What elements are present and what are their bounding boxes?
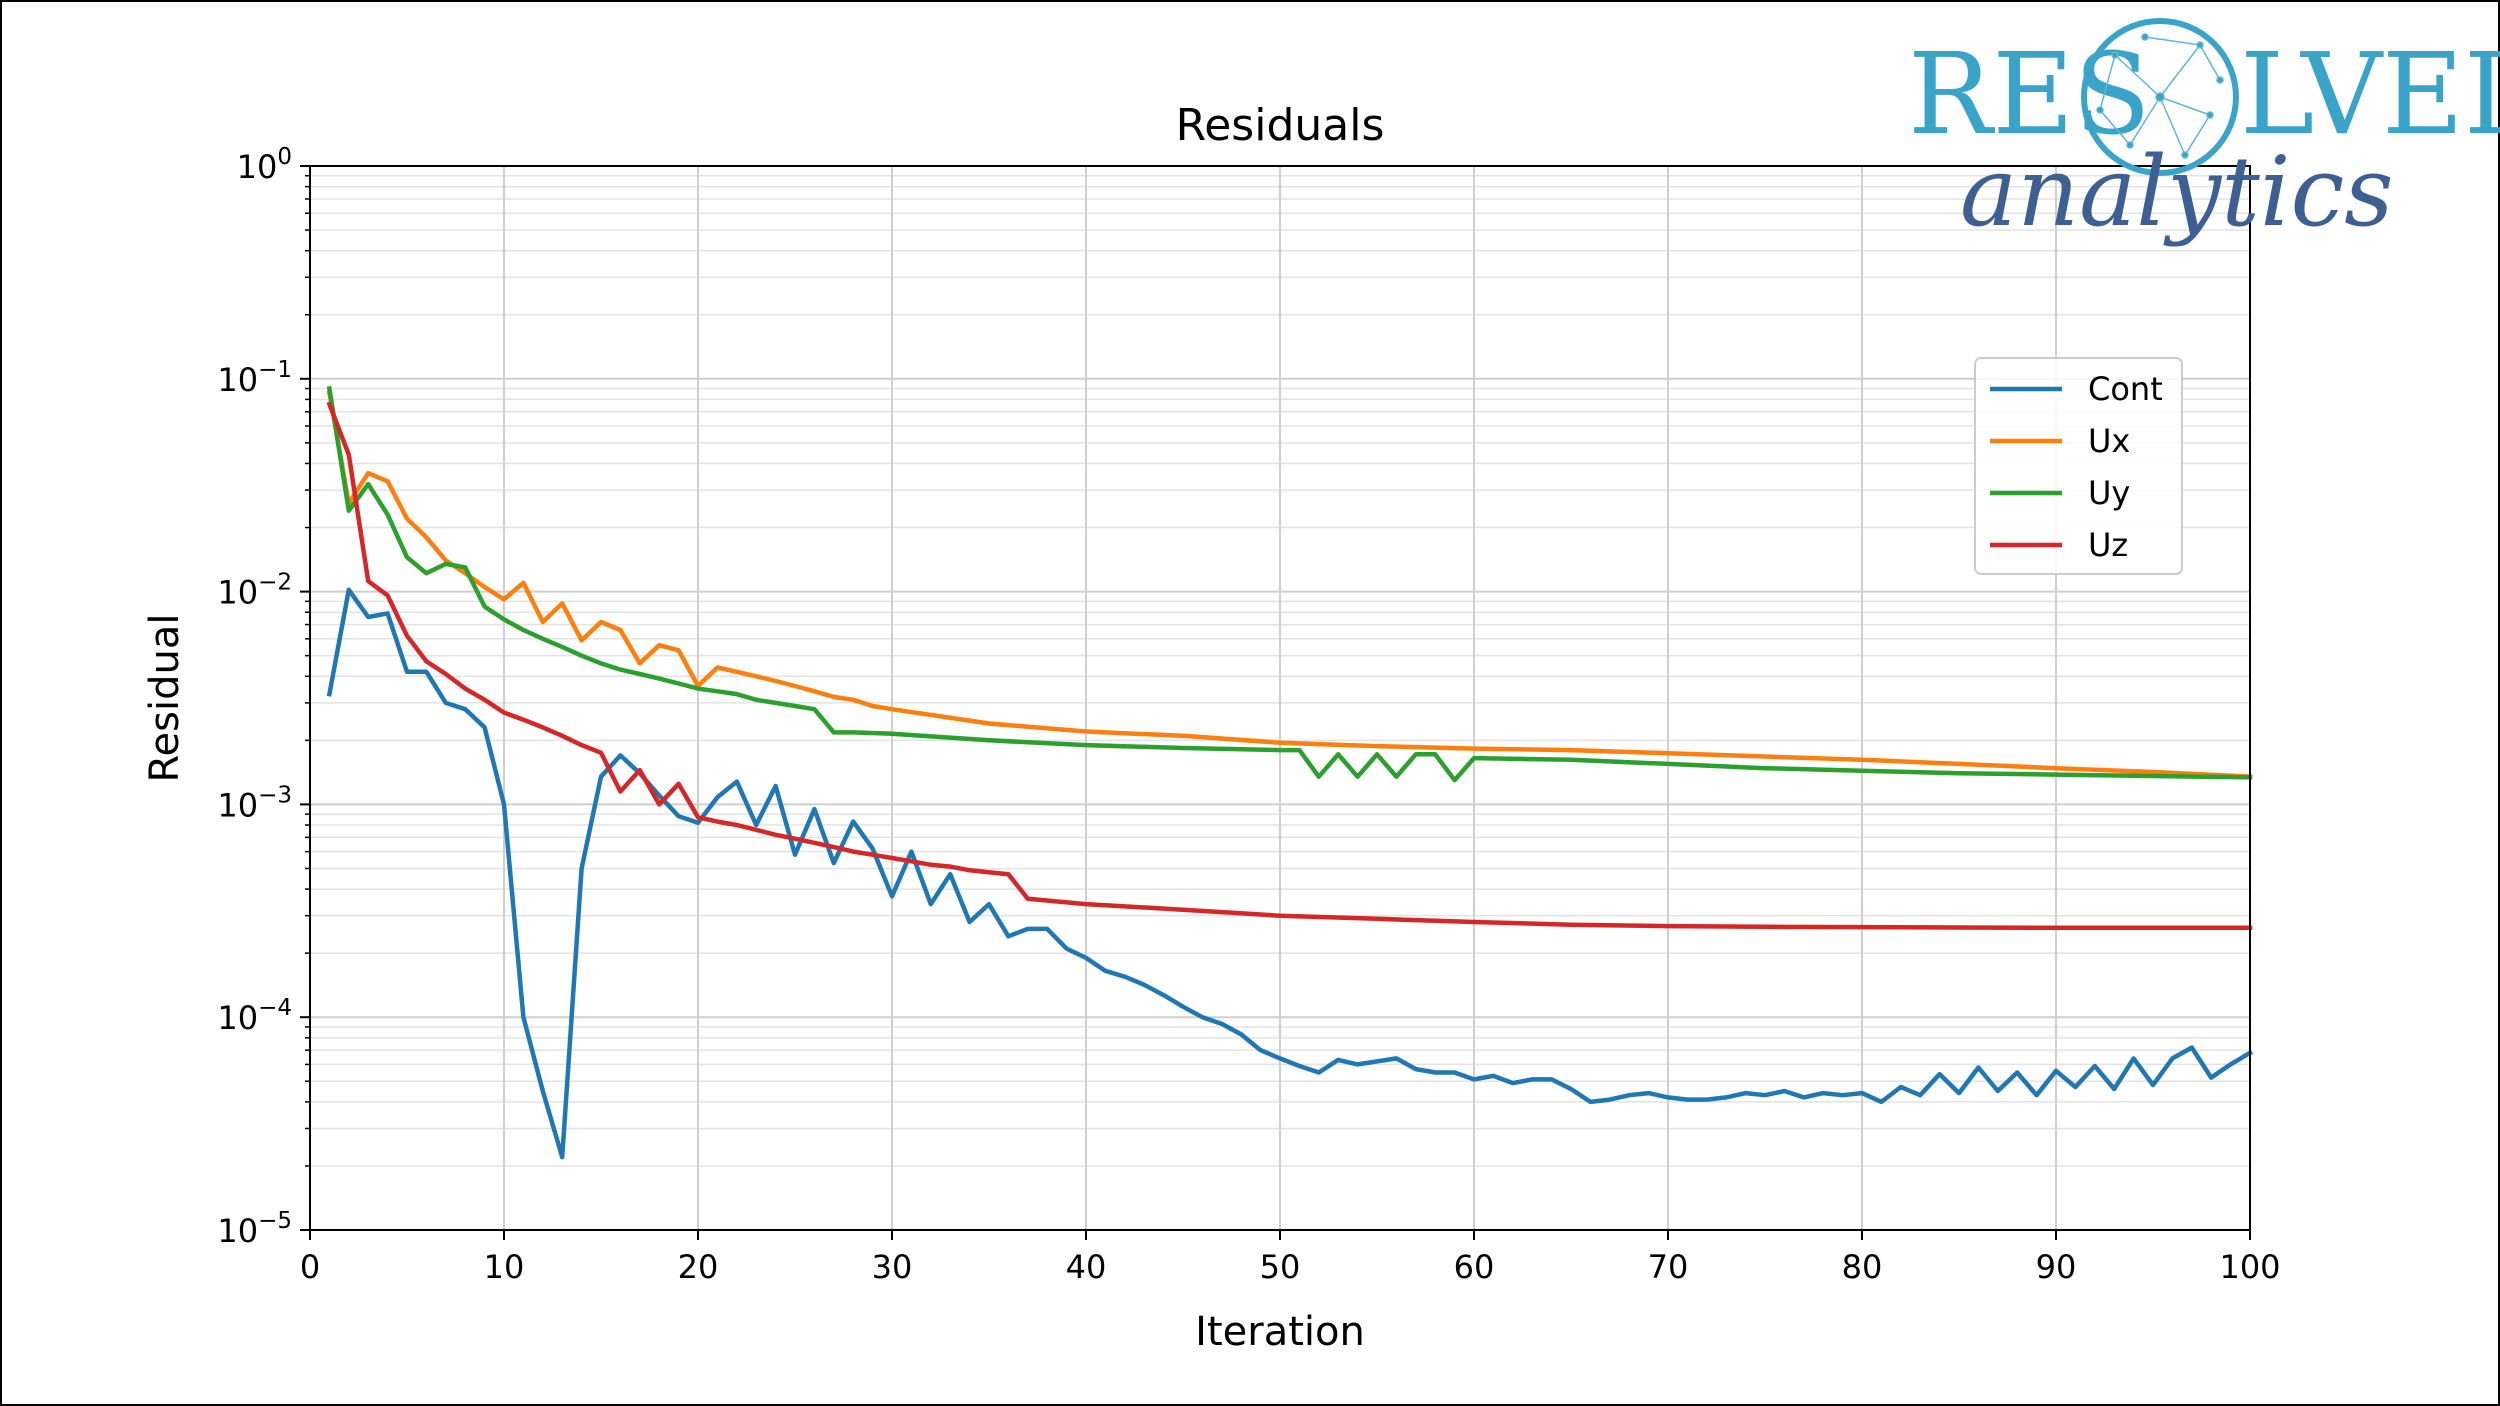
y-axis-label: Residual: [142, 614, 188, 783]
x-tick-label: 90: [2036, 1248, 2077, 1286]
brand-word-right: LVED: [2240, 30, 2500, 160]
x-tick-label: 60: [1454, 1248, 1495, 1286]
series-line-ux: [326, 390, 2253, 780]
series-line-uy: [326, 385, 2253, 783]
series-line-cont: [326, 587, 2254, 1160]
x-axis-label: Iteration: [1195, 1309, 1365, 1355]
x-tick-label: 0: [300, 1248, 320, 1286]
brand-script: analytics: [1960, 136, 2394, 248]
x-tick-label: 10: [484, 1248, 525, 1286]
y-axis-ticks: 100 10−1 10−2 10−3 10−4 10−5: [217, 144, 310, 1250]
major-gridlines: [309, 165, 2251, 1231]
x-tick-label: 50: [1260, 1248, 1301, 1286]
brand-logo: RES LVED analytics: [1908, 18, 2500, 248]
x-tick-label: 80: [1842, 1248, 1883, 1286]
x-tick-label: 30: [872, 1248, 913, 1286]
y-tick-label: 10−3: [217, 782, 292, 824]
legend-label-cont: Cont: [2088, 370, 2163, 408]
x-tick-label: 40: [1066, 1248, 1107, 1286]
legend-label-uy: Uy: [2088, 474, 2130, 512]
x-tick-label: 20: [678, 1248, 719, 1286]
series-line-uz: [326, 401, 2253, 931]
chart-title: Residuals: [1176, 100, 1385, 151]
network-globe-icon: [2081, 18, 2239, 176]
x-tick-label: 100: [2219, 1248, 2280, 1286]
x-axis-ticks: 0 10 20 30 40 50 60 70 80 90 100: [300, 1230, 2281, 1286]
legend-label-ux: Ux: [2088, 422, 2130, 460]
y-tick-label: 10−2: [217, 570, 292, 612]
y-tick-label: 100: [237, 144, 292, 186]
brand-word-left: RES: [1908, 30, 2151, 160]
series-lines: [326, 385, 2254, 1160]
legend: Cont Ux Uy Uz: [1974, 357, 2183, 575]
legend-box: [1974, 357, 2183, 575]
y-tick-label: 10−4: [217, 995, 292, 1037]
y-tick-label: 10−5: [217, 1208, 292, 1250]
y-tick-label: 10−1: [217, 357, 292, 399]
legend-label-uz: Uz: [2088, 526, 2128, 564]
x-tick-label: 70: [1648, 1248, 1689, 1286]
